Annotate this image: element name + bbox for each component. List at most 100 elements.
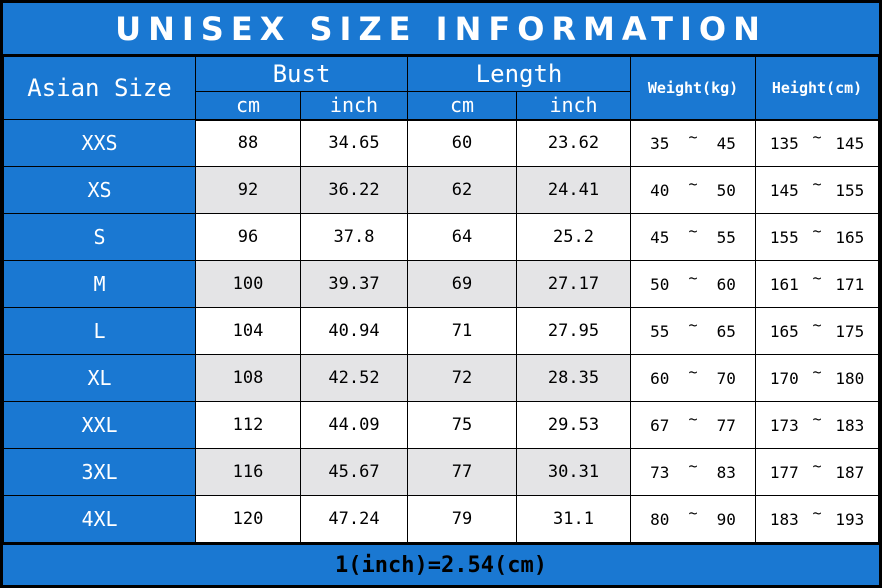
weight-range-values: 50 ~60 — [632, 269, 755, 294]
height-range-values: 161 ~171 — [757, 269, 878, 294]
weight-range-values: 55 ~65 — [632, 316, 755, 341]
height-min: 155 — [769, 227, 799, 247]
bust-inch-value: 44.09 — [299, 401, 409, 449]
weight-range-values: 40 ~50 — [632, 175, 755, 200]
weight-min: 60 — [650, 368, 670, 388]
height-max: 193 — [835, 509, 865, 529]
bust-cm-value: 116 — [195, 448, 301, 496]
tilde-icon: ~ — [688, 410, 698, 428]
length-inch-value: 24.41 — [516, 166, 632, 214]
bust-inch-value: 36.22 — [299, 166, 409, 214]
weight-range-values: 73 ~83 — [632, 457, 755, 482]
weight-range: 73 ~83 — [630, 448, 757, 496]
size-label: XXS — [3, 119, 196, 167]
weight-range: 45 ~55 — [630, 213, 757, 261]
height-range: 183 ~193 — [755, 495, 879, 543]
height-max: 175 — [835, 321, 865, 341]
table-row: XXS 88 34.65 60 23.62 35 ~45 135 ~145 — [3, 119, 879, 167]
tilde-icon: ~ — [812, 269, 822, 287]
weight-range-values: 35 ~45 — [632, 128, 755, 153]
size-label: XXL — [3, 401, 196, 449]
tilde-icon: ~ — [688, 457, 698, 475]
length-inch-value: 31.1 — [516, 495, 632, 543]
height-min: 183 — [769, 509, 799, 529]
table-body: XXS 88 34.65 60 23.62 35 ~45 135 ~145 XS 9… — [3, 119, 879, 543]
height-range: 155 ~165 — [755, 213, 879, 261]
height-max: 145 — [835, 133, 865, 153]
length-inch-value: 27.95 — [516, 307, 632, 355]
tilde-icon: ~ — [812, 175, 822, 193]
tilde-icon: ~ — [812, 128, 822, 147]
height-range: 165 ~175 — [755, 307, 879, 355]
weight-max: 70 — [716, 368, 736, 388]
weight-range-values: 67 ~77 — [632, 410, 755, 435]
bust-header: Bust — [194, 56, 409, 92]
bust-inch-value: 37.8 — [299, 213, 409, 261]
bust-cm-value: 108 — [195, 354, 301, 402]
weight-max: 60 — [716, 274, 736, 294]
bust-inch-value: 42.52 — [299, 354, 409, 402]
bust-inch-value: 39.37 — [299, 260, 409, 308]
length-inch-value: 28.35 — [516, 354, 632, 402]
tilde-icon: ~ — [688, 128, 698, 147]
height-max: 165 — [835, 227, 865, 247]
height-range-values: 177 ~187 — [757, 457, 878, 482]
bust-cm-value: 104 — [195, 307, 301, 355]
height-range: 145 ~155 — [755, 166, 879, 214]
weight-min: 67 — [650, 415, 670, 435]
height-range-values: 183 ~193 — [757, 504, 878, 529]
tilde-icon: ~ — [688, 222, 698, 240]
weight-range: 67 ~77 — [630, 401, 757, 449]
weight-max: 50 — [716, 180, 736, 200]
height-min: 177 — [769, 462, 799, 482]
length-inch-value: 29.53 — [516, 401, 632, 449]
height-range: 173 ~183 — [755, 401, 879, 449]
height-max: 183 — [835, 415, 865, 435]
table-row: 4XL 120 47.24 79 31.1 80 ~90 183 ~193 — [3, 495, 879, 543]
length-inch-value: 23.62 — [516, 119, 632, 167]
size-label: 4XL — [3, 495, 196, 543]
height-range-values: 173 ~183 — [757, 410, 878, 435]
weight-range: 60 ~70 — [630, 354, 757, 402]
weight-max: 45 — [716, 133, 736, 153]
bust-cm-value: 92 — [195, 166, 301, 214]
size-label: 3XL — [3, 448, 196, 496]
height-range-values: 155 ~165 — [757, 222, 878, 247]
weight-range: 40 ~50 — [630, 166, 757, 214]
height-range-values: 135 ~145 — [757, 128, 878, 153]
height-min: 173 — [769, 415, 799, 435]
length-header: Length — [407, 56, 632, 92]
bust-cm-value: 96 — [195, 213, 301, 261]
bust-inch-value: 45.67 — [299, 448, 409, 496]
height-max: 187 — [835, 462, 865, 482]
height-min: 170 — [769, 368, 799, 388]
weight-range: 55 ~65 — [630, 307, 757, 355]
height-max: 171 — [835, 274, 865, 294]
length-cm-value: 79 — [407, 495, 518, 543]
length-cm-value: 69 — [407, 260, 518, 308]
weight-max: 83 — [716, 462, 736, 482]
size-table: Asian Size Bust Length Weight(kg) Height… — [3, 56, 879, 543]
weight-max: 55 — [716, 227, 736, 247]
table-row: S 96 37.8 64 25.2 45 ~55 155 ~165 — [3, 213, 879, 261]
tilde-icon: ~ — [688, 269, 698, 287]
height-min: 161 — [769, 274, 799, 294]
bust-cm-value: 88 — [195, 119, 301, 167]
length-inch-header: inch — [516, 91, 632, 121]
length-cm-value: 62 — [407, 166, 518, 214]
length-inch-value: 25.2 — [516, 213, 632, 261]
tilde-icon: ~ — [812, 363, 822, 381]
bust-inch-value: 47.24 — [299, 495, 409, 543]
weight-header: Weight(kg) — [630, 56, 757, 121]
length-cm-value: 75 — [407, 401, 518, 449]
weight-range: 50 ~60 — [630, 260, 757, 308]
height-range-values: 165 ~175 — [757, 316, 878, 341]
weight-range: 80 ~90 — [630, 495, 757, 543]
tilde-icon: ~ — [688, 175, 698, 193]
weight-min: 50 — [650, 274, 670, 294]
weight-max: 77 — [716, 415, 736, 435]
height-range: 135 ~145 — [755, 119, 879, 167]
size-label: XL — [3, 354, 196, 402]
table-row: M 100 39.37 69 27.17 50 ~60 161 ~171 — [3, 260, 879, 308]
